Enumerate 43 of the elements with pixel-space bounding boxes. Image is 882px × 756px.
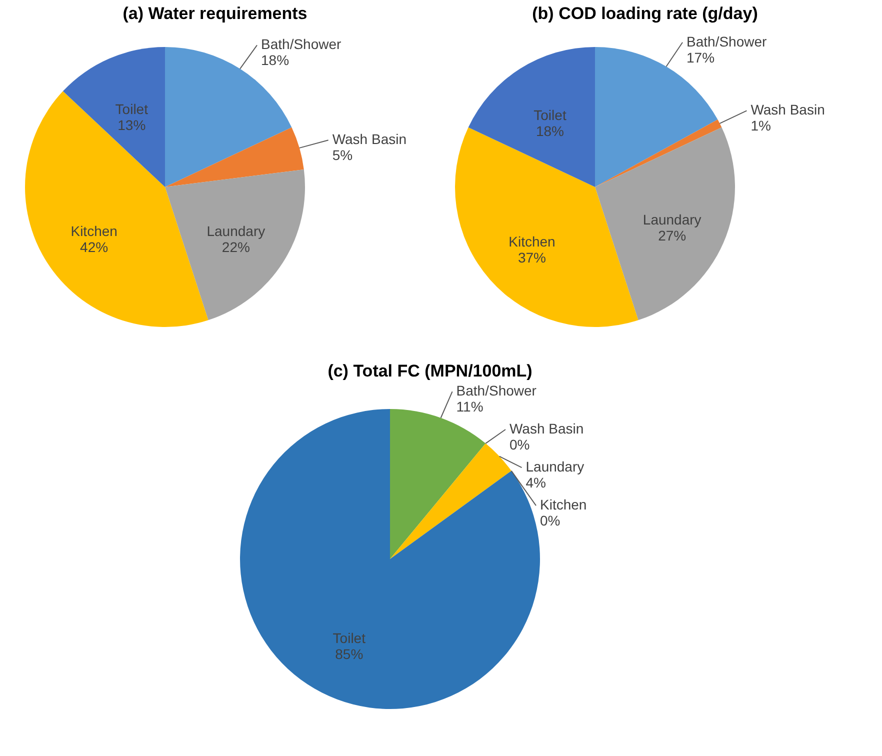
legend-label: Wash Basin: [509, 420, 584, 437]
data-label: 85%: [335, 646, 364, 662]
text: 0%: [509, 436, 530, 453]
data-label: 37%: [518, 250, 546, 266]
data-label: 4%: [526, 474, 546, 491]
pie-slice: [468, 47, 595, 187]
chart-title: (a) Water requirements: [122, 4, 308, 23]
pie-slice: [595, 120, 722, 187]
data-label: 18%: [261, 52, 290, 68]
chart-title: (b) COD loading rate (g/day): [532, 4, 758, 23]
data-label: 22%: [222, 239, 250, 256]
category-label: Kitchen: [540, 496, 587, 513]
slice-label: Toilet: [534, 107, 566, 124]
data-label: 13%: [118, 116, 146, 133]
pie-slice: [165, 127, 304, 187]
pie-slice: [595, 47, 718, 187]
slice-label: Laundary: [526, 458, 584, 475]
pie-slice: [165, 169, 305, 320]
slice-label: Bath/Shower: [456, 382, 537, 399]
slice-label: Toilet: [332, 630, 366, 646]
data-label: 1%: [750, 118, 771, 134]
slice-label: Laundary: [206, 223, 266, 240]
slice-label: Kitchen: [70, 223, 118, 240]
pie-slice: [595, 127, 735, 320]
data-label: 42%: [80, 239, 108, 256]
slice-label: Bath/Shower: [261, 36, 342, 52]
data-label: 11%: [456, 398, 484, 415]
slice-label: Wash Basin: [750, 102, 825, 118]
slice-label: Toilet: [115, 100, 148, 117]
pie-slice: [62, 47, 165, 187]
pie-slice: [25, 91, 208, 327]
slice-label: Laundary: [642, 211, 702, 228]
data-label: 18%: [536, 123, 564, 140]
slice-label: Bath/Shower: [686, 33, 768, 50]
slice-label: Kitchen: [508, 234, 556, 250]
text: 0%: [540, 512, 560, 529]
data-label: 17%: [686, 49, 715, 66]
data-label: 27%: [658, 227, 686, 244]
chart-title: (c) Total FC (MPN/100mL): [328, 362, 532, 381]
pie-slice: [455, 127, 638, 327]
data-label: 5%: [332, 147, 353, 164]
pie-slice: [390, 443, 512, 559]
slice-label: Wash Basin: [332, 131, 407, 148]
